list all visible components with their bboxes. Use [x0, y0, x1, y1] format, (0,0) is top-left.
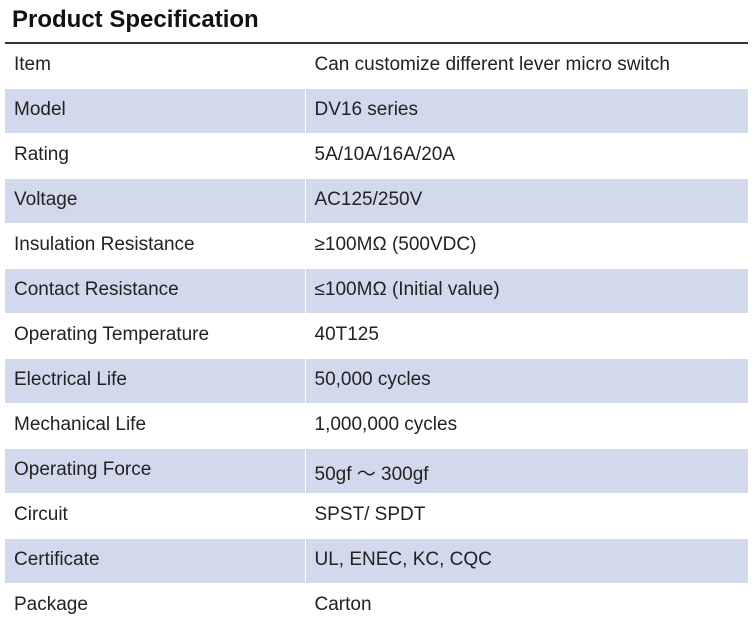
spec-value: DV16 series	[305, 88, 748, 134]
spec-value: Carton	[305, 583, 748, 629]
spec-label: Electrical Life	[5, 358, 306, 404]
table-row: Operating Temperature 40T125	[5, 313, 748, 359]
table-row: Electrical Life 50,000 cycles	[5, 358, 748, 404]
table-row: Mechanical Life 1,000,000 cycles	[5, 403, 748, 449]
spec-label: Rating	[5, 133, 306, 179]
table-row: Voltage AC125/250V	[5, 178, 748, 224]
table-row: Certificate UL, ENEC, KC, CQC	[5, 538, 748, 584]
spec-label: Certificate	[5, 538, 306, 584]
table-row: Rating 5A/10A/16A/20A	[5, 133, 748, 179]
spec-value: 5A/10A/16A/20A	[305, 133, 748, 179]
spec-value: 1,000,000 cycles	[305, 403, 748, 449]
table-row: Insulation Resistance ≥100MΩ (500VDC)	[5, 223, 748, 269]
spec-label: Package	[5, 583, 306, 629]
spec-label: Model	[5, 88, 306, 134]
table-row: Item Can customize different lever micro …	[5, 43, 748, 89]
spec-value: UL, ENEC, KC, CQC	[305, 538, 748, 584]
spec-label: Operating Temperature	[5, 313, 306, 359]
spec-value: SPST/ SPDT	[305, 493, 748, 539]
spec-value: 50,000 cycles	[305, 358, 748, 404]
table-row: Circuit SPST/ SPDT	[5, 493, 748, 539]
spec-label: Item	[5, 43, 306, 89]
spec-value: ≤100MΩ (Initial value)	[305, 268, 748, 314]
spec-label: Operating Force	[5, 448, 306, 494]
spec-value: 50gf ～ 300gf	[305, 448, 748, 494]
table-row: Operating Force 50gf ～ 300gf	[5, 448, 748, 494]
spec-value: AC125/250V	[305, 178, 748, 224]
spec-value: Can customize different lever micro swit…	[305, 43, 748, 89]
spec-label: Contact Resistance	[5, 268, 306, 314]
spec-table: Item Can customize different lever micro …	[5, 42, 748, 629]
spec-value: 40T125	[305, 313, 748, 359]
spec-label: Insulation Resistance	[5, 223, 306, 269]
table-row: Contact Resistance ≤100MΩ (Initial value)	[5, 268, 748, 314]
title: Product Specification	[12, 6, 259, 33]
table-row: Model DV16 series	[5, 88, 748, 134]
spec-label: Circuit	[5, 493, 306, 539]
spec-value: ≥100MΩ (500VDC)	[305, 223, 748, 269]
spec-label: Mechanical Life	[5, 403, 306, 449]
table-row: Package Carton	[5, 583, 748, 629]
spec-label: Voltage	[5, 178, 306, 224]
